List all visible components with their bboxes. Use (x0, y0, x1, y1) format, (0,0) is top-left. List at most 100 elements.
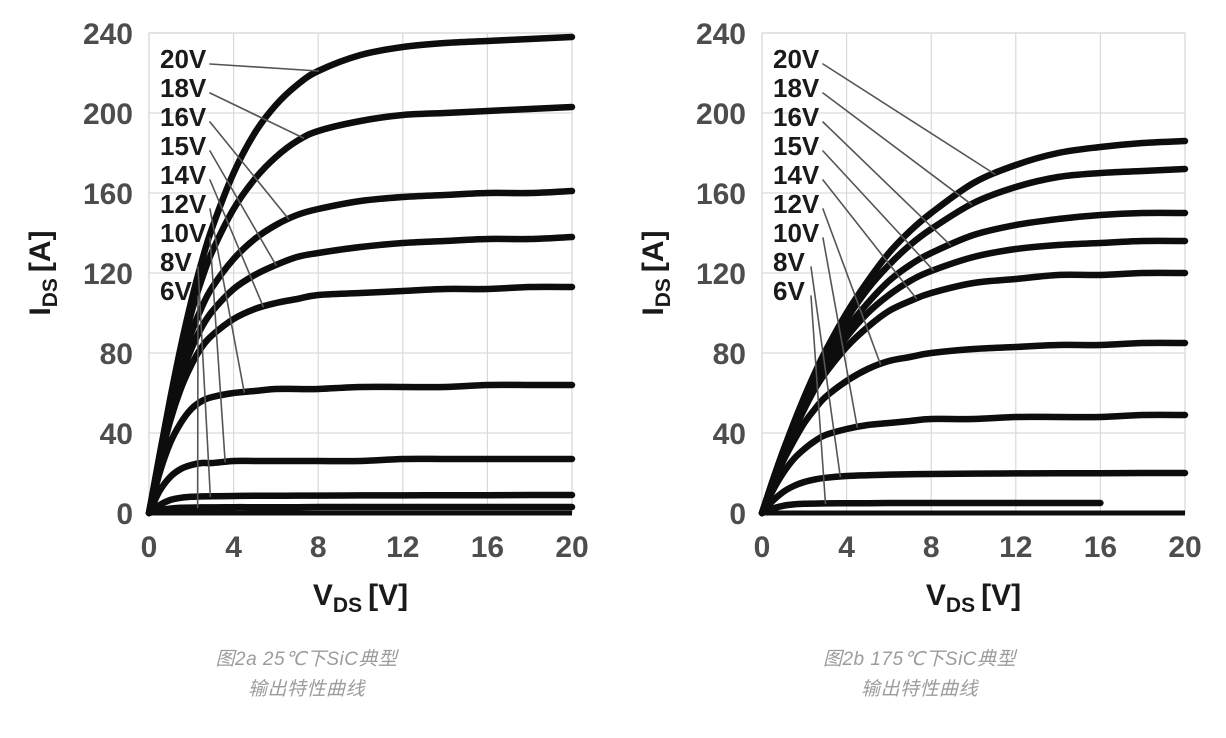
x-axis-tick-labels: 0 4 8 12 16 20 (141, 531, 589, 564)
curve-20v (758, 137, 1189, 517)
series-label-15v: 15V (773, 131, 820, 161)
y-axis-tick-label: 240 (696, 18, 746, 51)
y-axis-tick-label: 120 (83, 258, 133, 291)
series-label-16v: 16V (773, 102, 820, 132)
x-axis-title-unit: [V] (981, 579, 1021, 612)
leader-line-8v (197, 266, 212, 498)
y-axis-tick-label: 120 (696, 258, 746, 291)
curve-14v (758, 269, 1189, 517)
x-axis-tick-label: 8 (310, 531, 327, 564)
x-axis-tick-label: 12 (999, 531, 1032, 564)
curve-8v (758, 469, 1189, 517)
series-label-6v: 6V (160, 276, 192, 306)
leader-line-16v (209, 121, 290, 220)
x-axis-title: VDS [V] (926, 579, 1021, 617)
x-axis-tick-label: 20 (555, 531, 588, 564)
x-axis-tick-label: 8 (923, 531, 940, 564)
x-axis-title: VDS [V] (313, 579, 408, 617)
y-axis-tick-label: 40 (713, 418, 746, 451)
y-axis-tick-label: 160 (83, 178, 133, 211)
y-axis-title-subscript: DS (652, 278, 675, 307)
caption-line-1-fig2b: 图2b 175℃下SiC典型 (822, 649, 1017, 670)
chart-area-fig2a: 0 40 80 120 160 200 240 0 4 8 12 16 20 VDS [V] IDS[A] 20… (0, 0, 613, 630)
y-axis-tick-label: 40 (100, 418, 133, 451)
series-label-18v: 18V (160, 73, 207, 103)
chart-panel-fig2b: 0 40 80 120 160 200 240 0 4 8 12 16 20 VDS [V] IDS[A] 20… (613, 0, 1226, 738)
y-axis-title-unit: [A] (637, 230, 670, 272)
leader-line-15v (209, 150, 277, 266)
series-label-12v: 12V (773, 189, 820, 219)
y-axis-tick-labels: 0 40 80 120 160 200 240 (83, 18, 133, 531)
series-label-16v: 16V (160, 102, 207, 132)
curve-8v (145, 491, 576, 517)
y-axis-tick-label: 0 (116, 498, 133, 531)
chart-area-fig2b: 0 40 80 120 160 200 240 0 4 8 12 16 20 VDS [V] IDS[A] 20… (613, 0, 1226, 630)
leader-line-18v (209, 92, 305, 139)
chart-panel-fig2a: 0 40 80 120 160 200 240 0 4 8 12 16 20 VDS [V] IDS[A] 20… (0, 0, 613, 700)
y-axis-title-subscript: DS (39, 278, 62, 307)
series-label-14v: 14V (160, 160, 207, 190)
series-label-10v: 10V (160, 218, 207, 248)
y-axis-tick-label: 0 (729, 498, 746, 531)
x-axis-tick-label: 12 (386, 531, 419, 564)
curve-12v (758, 339, 1189, 517)
leader-line-10v (822, 237, 858, 428)
x-axis-title-main: V (313, 579, 333, 612)
y-axis-tick-label: 200 (696, 98, 746, 131)
y-axis-tick-label: 200 (83, 98, 133, 131)
series-label-10v: 10V (773, 218, 820, 248)
y-axis-title-unit: [A] (24, 230, 57, 272)
x-axis-tick-label: 16 (471, 531, 504, 564)
series-label-20v: 20V (773, 44, 820, 74)
curve-12v (145, 381, 576, 517)
leader-line-10v (209, 237, 226, 463)
leader-line-20v (209, 63, 320, 72)
leader-line-18v (822, 92, 973, 206)
series-label-8v: 8V (773, 247, 805, 277)
series-label-8v: 8V (160, 247, 192, 277)
leader-line-14v (209, 179, 265, 308)
curve-10v (145, 455, 576, 517)
x-axis-title-subscript: DS (333, 594, 362, 617)
y-axis-tick-label: 160 (696, 178, 746, 211)
curve-6v (145, 503, 576, 517)
y-axis-tick-labels: 0 40 80 120 160 200 240 (696, 18, 746, 531)
leader-line-20v (822, 63, 996, 175)
x-axis-tick-label: 0 (141, 531, 158, 564)
leader-line-12v (209, 208, 245, 393)
x-axis-tick-label: 4 (225, 531, 242, 564)
x-axis-tick-label: 4 (838, 531, 855, 564)
y-axis-tick-label: 80 (100, 338, 133, 371)
series-label-6v: 6V (773, 276, 805, 306)
leader-line-15v (822, 150, 935, 272)
curve-10v (758, 411, 1189, 517)
series-label-18v: 18V (773, 73, 820, 103)
y-axis-title-main: I (637, 307, 670, 315)
leader-line-8v (810, 266, 842, 478)
y-axis-tick-label: 240 (83, 18, 133, 51)
leader-line-16v (822, 121, 952, 246)
x-axis-title-subscript: DS (946, 594, 975, 617)
series-label-14v: 14V (773, 160, 820, 190)
caption-line-2-fig2a: 输出特性曲线 (247, 679, 365, 700)
curve-6v (758, 499, 1104, 517)
series-label-12v: 12V (160, 189, 207, 219)
x-axis-tick-label: 16 (1084, 531, 1117, 564)
x-axis-tick-label: 20 (1168, 531, 1201, 564)
leader-line-14v (822, 179, 918, 300)
x-axis-tick-labels: 0 4 8 12 16 20 (754, 531, 1202, 564)
leader-line-6v (810, 295, 827, 505)
y-axis-tick-label: 80 (713, 338, 746, 371)
y-axis-title: IDS [A] (24, 230, 62, 315)
series-curves-group (758, 137, 1189, 517)
caption-line-1-fig2a: 图2a 25℃下SiC典型 (215, 649, 398, 670)
x-axis-title-main: V (926, 579, 946, 612)
curve-14v (145, 283, 576, 517)
